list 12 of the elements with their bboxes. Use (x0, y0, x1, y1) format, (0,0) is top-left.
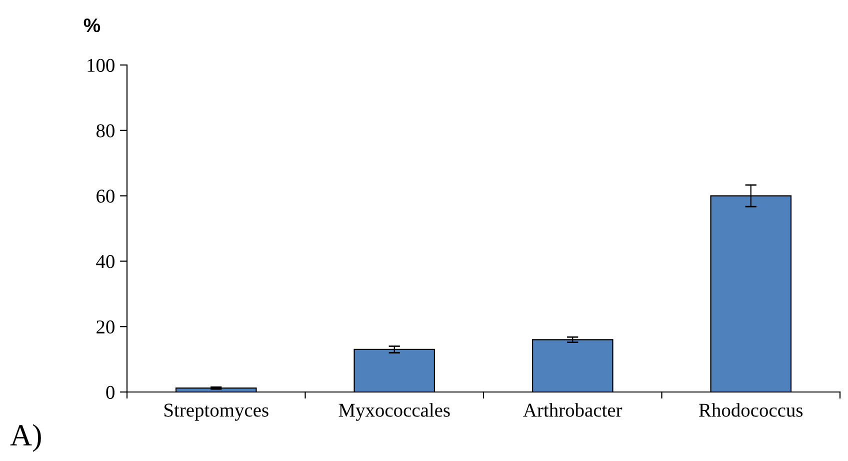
y-tick-label: 60 (96, 190, 114, 203)
y-tick-label: 20 (96, 320, 114, 334)
text: A) (10, 424, 41, 452)
x-tick-label: Rhodococcus (699, 403, 803, 417)
x-tick-label: Streptomyces (164, 404, 268, 421)
x-tick-label: Arthrobacter (523, 403, 622, 417)
y-tick-label: 40 (96, 255, 114, 268)
y-tick-label: 100 (88, 58, 114, 72)
y-tick-label: 80 (96, 124, 114, 138)
y-tick-label: 0 (106, 386, 114, 399)
y-axis-title: % (84, 18, 100, 32)
x-tick-label: Myxococcales (338, 403, 450, 421)
